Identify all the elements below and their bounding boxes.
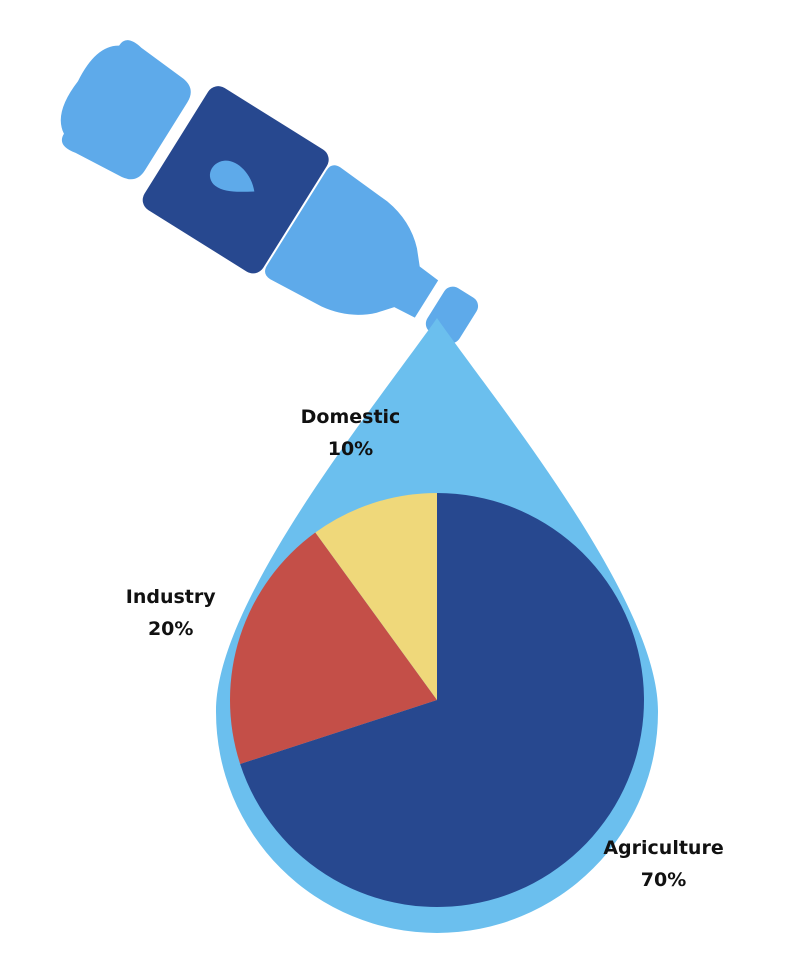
slice-label: Agriculture	[603, 837, 723, 859]
bottle-icon	[60, 40, 479, 344]
slice-value-label: 10%	[328, 438, 373, 460]
bottle-base	[60, 40, 191, 180]
pie	[230, 493, 645, 908]
slice-label: Industry	[126, 586, 216, 608]
slice-value-label: 20%	[148, 618, 193, 640]
pie-slice	[240, 493, 645, 908]
slice-label: Domestic	[301, 406, 401, 428]
pie-slice	[230, 532, 437, 764]
label-drop	[209, 160, 255, 192]
bottle-top	[265, 165, 439, 318]
slice-value-label: 70%	[641, 869, 686, 891]
pie-slice	[315, 493, 437, 700]
